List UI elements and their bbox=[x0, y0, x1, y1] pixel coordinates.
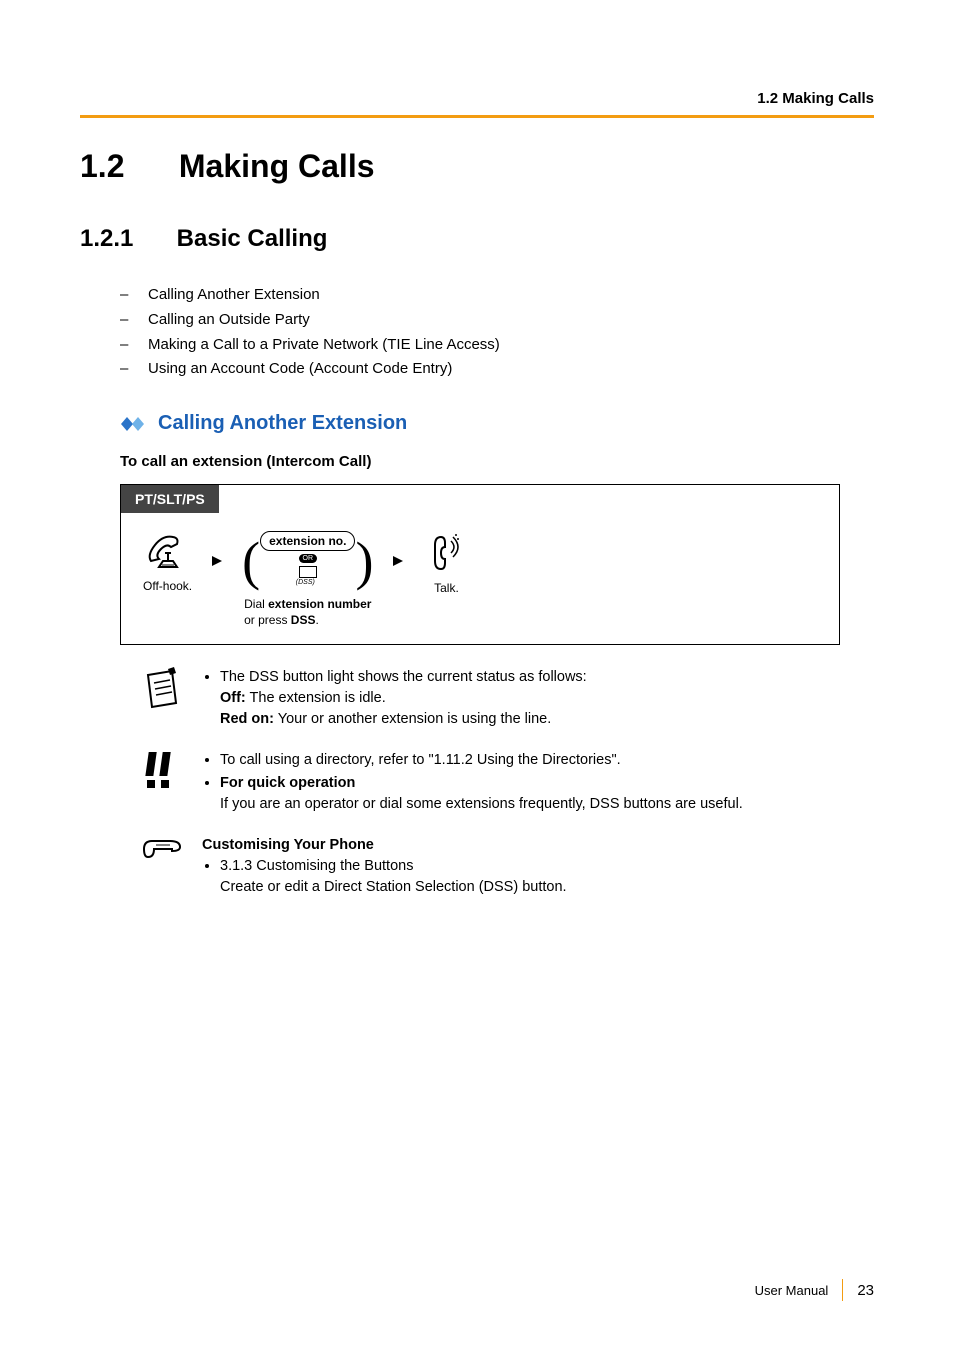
procedure-diagram: PT/SLT/PS Off-hook. ( bbox=[120, 484, 840, 645]
exclamation-icon bbox=[140, 750, 184, 790]
caption-text: . bbox=[315, 613, 318, 627]
arrow-icon bbox=[210, 531, 224, 591]
diagram-step-dial: ( extension no. OR ) Dial extension numb… bbox=[242, 531, 373, 628]
note-status-lights: The DSS button light shows the current s… bbox=[140, 667, 874, 732]
dss-key-icon bbox=[299, 566, 317, 578]
topic-item: Making a Call to a Private Network (TIE … bbox=[120, 333, 874, 358]
clipboard-icon bbox=[140, 667, 184, 711]
caption-bold: DSS bbox=[291, 613, 316, 627]
blue-subheading-row: Calling Another Extension bbox=[120, 412, 874, 435]
status-red-label: Red on: bbox=[220, 711, 274, 727]
page-footer: User Manual 23 bbox=[755, 1279, 874, 1301]
footer-divider bbox=[842, 1279, 843, 1301]
talking-handset-icon bbox=[423, 531, 469, 575]
handset-icon bbox=[145, 531, 191, 573]
section-number: 1.2 bbox=[80, 148, 170, 185]
left-brace-icon: ( bbox=[242, 548, 260, 575]
section-title: Making Calls bbox=[179, 148, 375, 184]
diagram-step-talk: Talk. bbox=[423, 531, 469, 597]
right-brace-icon: ) bbox=[355, 548, 373, 575]
diagram-caption: Dial extension number or press DSS. bbox=[244, 597, 371, 628]
footer-manual-label: User Manual bbox=[755, 1283, 829, 1298]
topic-list: Calling Another Extension Calling an Out… bbox=[120, 283, 874, 382]
note-quick-operation: To call using a directory, refer to "1.1… bbox=[140, 750, 874, 817]
procedure-heading: To call an extension (Intercom Call) bbox=[120, 453, 874, 470]
diagram-step-offhook: Off-hook. bbox=[143, 531, 192, 595]
topic-item: Calling Another Extension bbox=[120, 283, 874, 308]
note-text: If you are an operator or dial some exte… bbox=[220, 796, 743, 812]
caption-text: Dial bbox=[244, 597, 268, 611]
customising-heading: Customising Your Phone bbox=[202, 837, 374, 853]
diagram-tab: PT/SLT/PS bbox=[121, 485, 219, 513]
pointing-hand-icon bbox=[140, 835, 184, 863]
note-bullet: For quick operation If you are an operat… bbox=[220, 773, 743, 815]
status-off-label: Off: bbox=[220, 690, 246, 706]
note-bullet: To call using a directory, refer to "1.1… bbox=[220, 750, 743, 771]
topic-item: Using an Account Code (Account Code Entr… bbox=[120, 357, 874, 382]
caption-bold: extension number bbox=[268, 597, 371, 611]
footer-page-number: 23 bbox=[857, 1282, 874, 1299]
note-text: 3.1.3 Customising the Buttons bbox=[220, 858, 413, 874]
subsection-title: Basic Calling bbox=[177, 225, 328, 252]
note-text: The DSS button light shows the current s… bbox=[220, 669, 587, 685]
note-bullet: The DSS button light shows the current s… bbox=[220, 667, 587, 730]
extension-no-box: extension no. bbox=[260, 531, 355, 551]
note-customising: Customising Your Phone 3.1.3 Customising… bbox=[140, 835, 874, 900]
diagram-caption: Off-hook. bbox=[143, 579, 192, 595]
status-off-text: The extension is idle. bbox=[246, 690, 386, 706]
subsection-number: 1.2.1 bbox=[80, 225, 170, 253]
blue-subheading: Calling Another Extension bbox=[158, 412, 407, 435]
section-heading-1-2: 1.2 Making Calls bbox=[80, 148, 874, 185]
note-bullet: 3.1.3 Customising the Buttons Create or … bbox=[220, 856, 567, 898]
or-pill: OR bbox=[299, 554, 318, 563]
note-bold-label: For quick operation bbox=[220, 775, 355, 791]
diamond-bullets-icon bbox=[120, 416, 148, 432]
arrow-icon bbox=[391, 531, 405, 591]
diagram-caption: Talk. bbox=[434, 581, 459, 597]
subsection-heading-1-2-1: 1.2.1 Basic Calling bbox=[80, 225, 874, 253]
topic-item: Calling an Outside Party bbox=[120, 308, 874, 333]
running-header: 1.2 Making Calls bbox=[757, 90, 874, 107]
status-red-text: Your or another extension is using the l… bbox=[274, 711, 551, 727]
note-subtext: Create or edit a Direct Station Selectio… bbox=[220, 879, 567, 895]
header-rule bbox=[80, 115, 874, 118]
